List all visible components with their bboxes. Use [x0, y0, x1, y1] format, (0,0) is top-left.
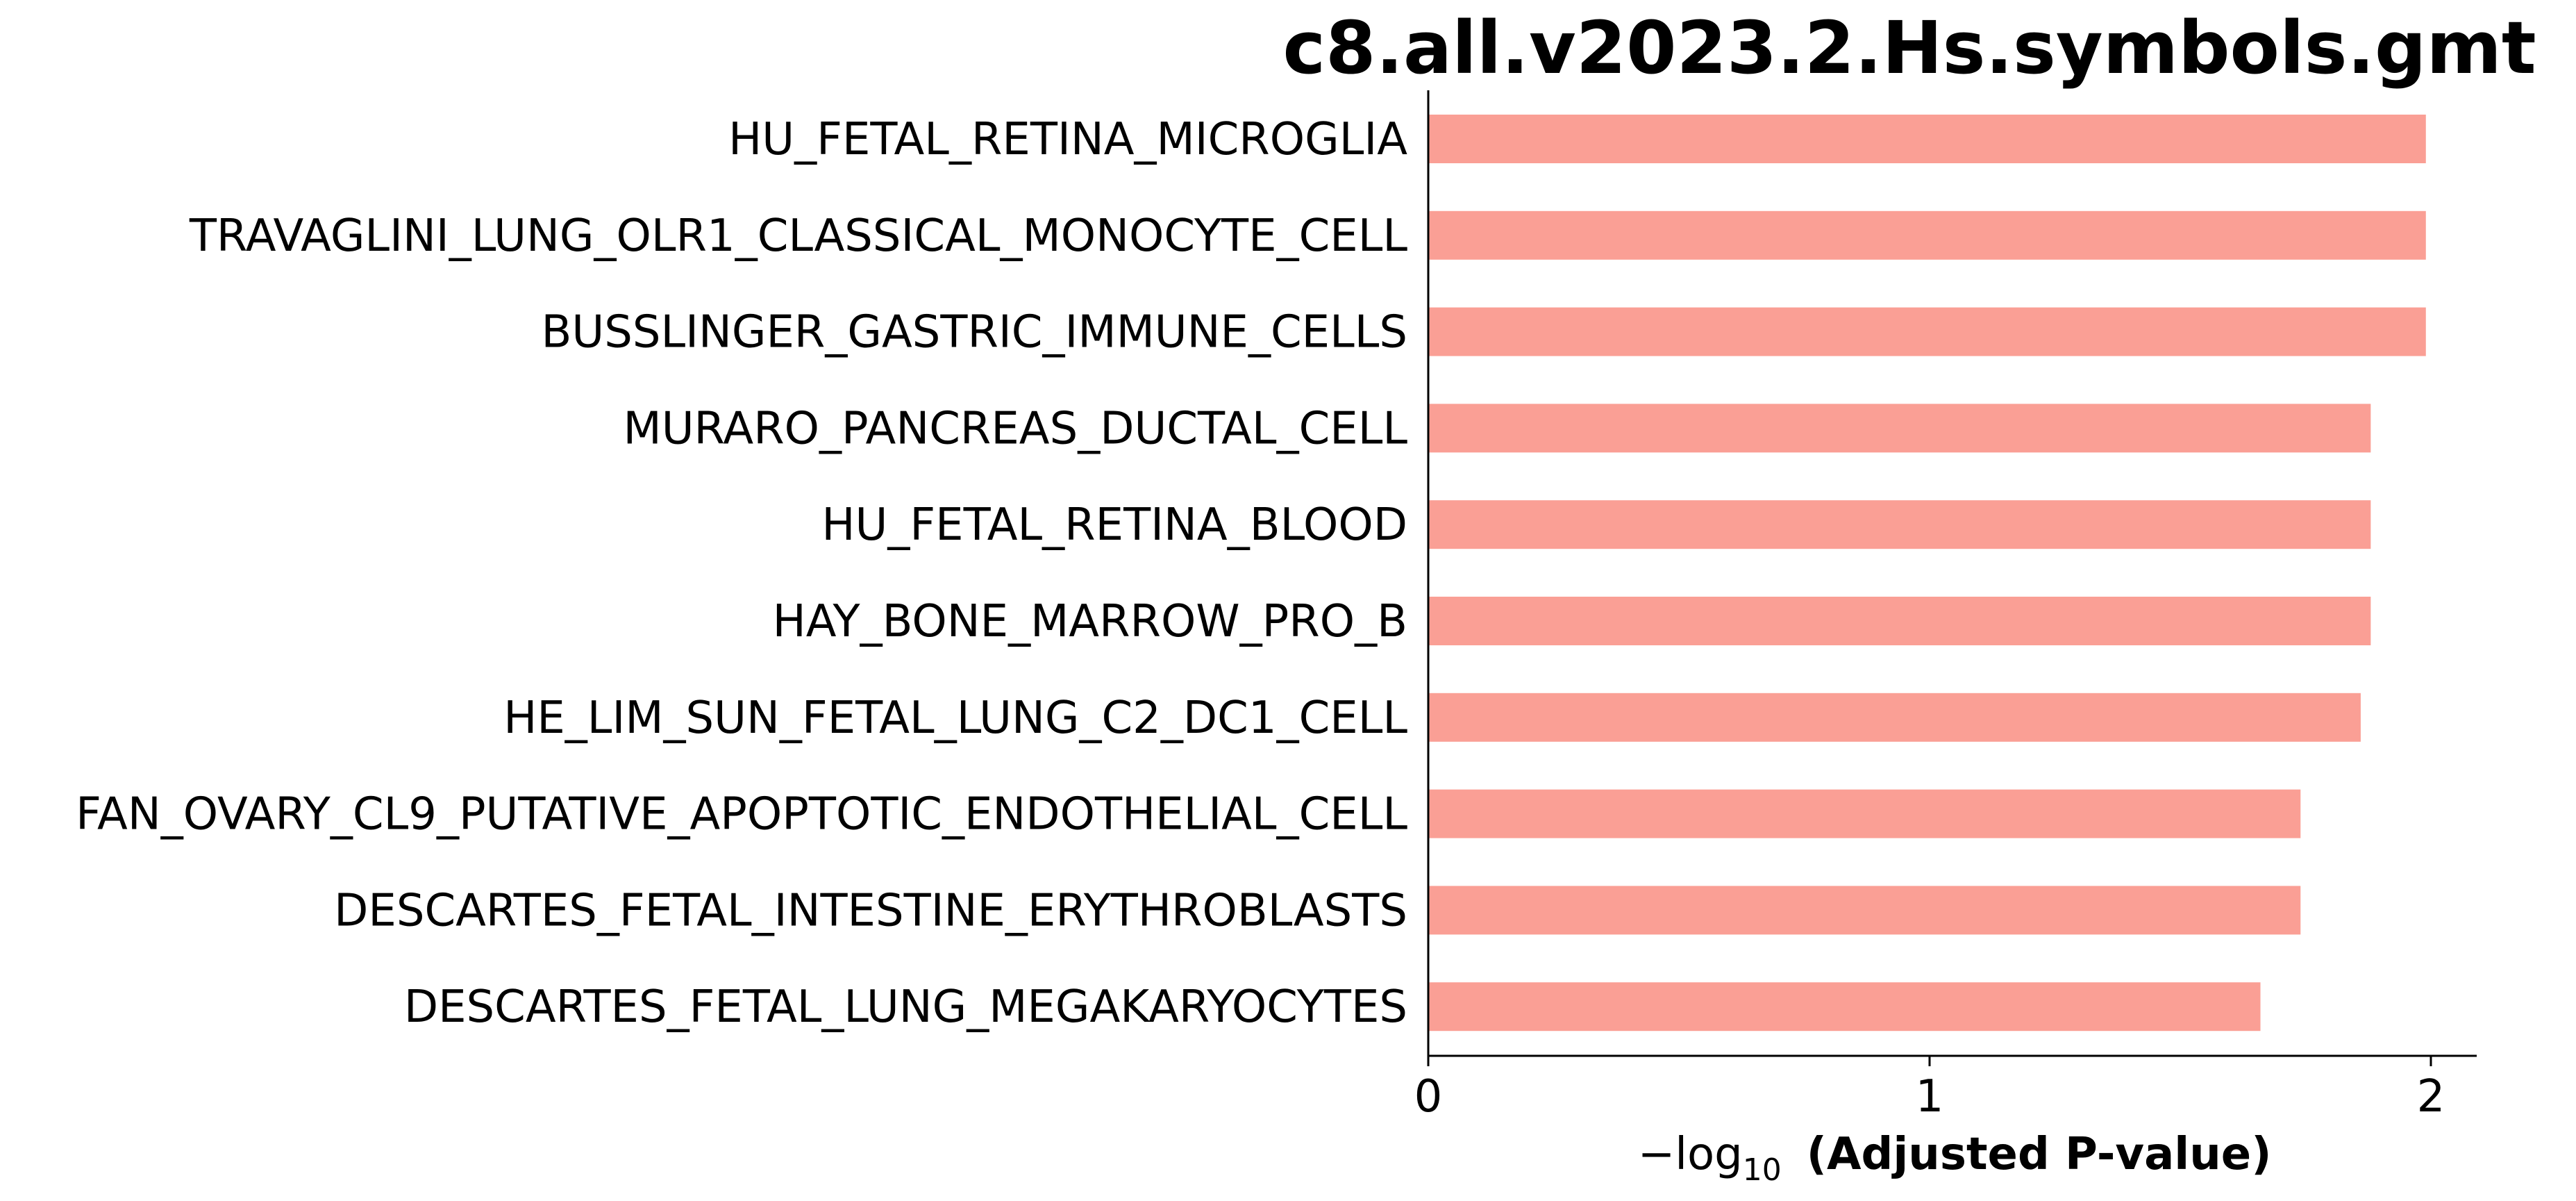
- category-label: HU_FETAL_RETINA_BLOOD: [821, 499, 1407, 551]
- category-labels: HU_FETAL_RETINA_MICROGLIA TRAVAGLINI_LUNG…: [76, 114, 1407, 1033]
- bar-4: [1428, 404, 2371, 453]
- bar-9: [1428, 886, 2301, 935]
- category-label: TRAVAGLINI_LUNG_OLR1_CLASSICAL_MONOCYTE_…: [189, 210, 1408, 262]
- bar-3: [1428, 307, 2426, 356]
- category-label: DESCARTES_FETAL_LUNG_MEGAKARYOCYTES: [404, 981, 1407, 1033]
- bar-8: [1428, 789, 2301, 838]
- x-axis-label-prefix: −log: [1638, 1129, 1743, 1180]
- category-label: MURARO_PANCREAS_DUCTAL_CELL: [623, 403, 1407, 454]
- chart-title: c8.all.v2023.2.Hs.symbols.gmt: [1282, 6, 2536, 90]
- x-axis-label-subscript: 10: [1743, 1152, 1782, 1188]
- x-tick-label: 1: [1916, 1071, 1944, 1123]
- category-label: BUSSLINGER_GASTRIC_IMMUNE_CELLS: [541, 307, 1407, 358]
- category-label: HE_LIM_SUN_FETAL_LUNG_C2_DC1_CELL: [503, 693, 1407, 744]
- x-tick-label: 2: [2417, 1071, 2445, 1123]
- x-axis-label: −log10 (Adjusted P-value): [1638, 1129, 2272, 1188]
- x-tick-label: 0: [1414, 1071, 1443, 1123]
- x-ticks: 0 1 2: [1414, 1056, 2445, 1123]
- bars-group: [1428, 115, 2426, 1032]
- bar-5: [1428, 500, 2371, 549]
- bar-6: [1428, 597, 2371, 645]
- x-axis-label-main: (Adjusted P-value): [1807, 1129, 2272, 1180]
- bar-7: [1428, 693, 2361, 742]
- category-label: HAY_BONE_MARROW_PRO_B: [773, 596, 1407, 647]
- bar-10: [1428, 982, 2261, 1032]
- category-label: DESCARTES_FETAL_INTESTINE_ERYTHROBLASTS: [334, 885, 1407, 936]
- bar-2: [1428, 210, 2426, 260]
- bar-1: [1428, 115, 2426, 163]
- category-label: HU_FETAL_RETINA_MICROGLIA: [728, 114, 1407, 165]
- category-label: FAN_OVARY_CL9_PUTATIVE_APOPTOTIC_ENDOTHE…: [76, 789, 1407, 840]
